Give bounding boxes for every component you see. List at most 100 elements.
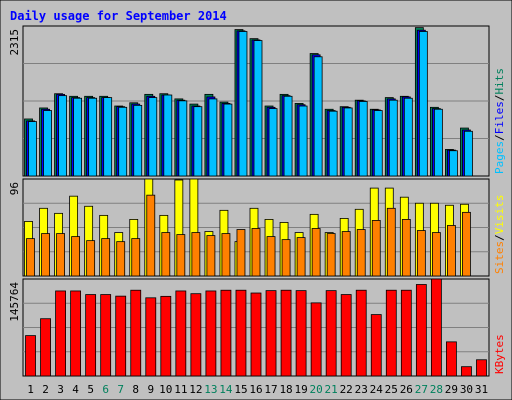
day-label: 15 bbox=[234, 383, 247, 396]
bar-kbytes bbox=[280, 289, 292, 377]
bar-kbytes bbox=[175, 290, 187, 377]
day-label: 19 bbox=[294, 383, 307, 396]
legend-entry: / bbox=[493, 134, 506, 141]
bar-pages bbox=[418, 31, 428, 177]
bar-sites bbox=[431, 232, 441, 277]
y-max-label-visitors: 96 bbox=[8, 182, 21, 195]
bar-pages bbox=[464, 130, 473, 177]
bar-pages bbox=[103, 97, 113, 177]
bar-sites bbox=[401, 219, 411, 277]
legend-entry: Hits bbox=[493, 68, 506, 95]
bar-kbytes bbox=[145, 297, 157, 377]
day-label: 23 bbox=[355, 383, 368, 396]
day-label: 16 bbox=[249, 383, 262, 396]
bar-pages bbox=[433, 108, 443, 177]
bar-sites bbox=[161, 232, 171, 277]
day-label: 25 bbox=[385, 383, 398, 396]
bar-kbytes bbox=[461, 366, 472, 377]
legend-entry: / bbox=[493, 234, 506, 241]
bar-sites bbox=[176, 234, 186, 277]
bar-sites bbox=[26, 238, 35, 277]
bar-sites bbox=[416, 230, 426, 277]
day-axis: 1 2 3 4 5 6 7 8 9 10 11 12 13 14 15 16 17 18 19 20 21 22 23 24 2… bbox=[27, 383, 488, 396]
day-label: 21 bbox=[325, 383, 338, 396]
bar-kbytes bbox=[205, 290, 217, 377]
day-label: 24 bbox=[370, 383, 384, 396]
bar-sites bbox=[71, 236, 81, 277]
bar-pages bbox=[253, 40, 263, 177]
bar-pages bbox=[73, 97, 83, 177]
legend-entry: Sites bbox=[493, 241, 506, 274]
bar-pages bbox=[328, 110, 338, 177]
bar-sites bbox=[101, 238, 111, 277]
legend-entry: KBytes bbox=[493, 334, 506, 374]
bar-pages bbox=[283, 95, 293, 177]
bar-sites bbox=[326, 233, 336, 277]
day-label: 5 bbox=[87, 383, 94, 396]
legend-entry: Visits bbox=[493, 195, 506, 235]
bar-sites bbox=[41, 233, 50, 277]
day-label: 13 bbox=[204, 383, 217, 396]
bar-kbytes bbox=[220, 289, 232, 377]
bar-pages bbox=[163, 94, 173, 177]
day-label: 28 bbox=[430, 383, 443, 396]
bar-sites bbox=[191, 232, 201, 277]
bar-pages bbox=[298, 105, 308, 177]
bar-kbytes bbox=[340, 294, 352, 377]
legend-requests: Pages/Files/Hits bbox=[493, 68, 506, 174]
day-label: 6 bbox=[102, 383, 109, 396]
bar-pages bbox=[373, 110, 383, 177]
day-label: 4 bbox=[72, 383, 79, 396]
day-label: 11 bbox=[174, 383, 187, 396]
bar-pages bbox=[88, 97, 98, 177]
bar-pages bbox=[358, 101, 368, 177]
bar-sites bbox=[462, 211, 471, 277]
bar-kbytes bbox=[265, 290, 277, 377]
bar-kbytes bbox=[25, 335, 36, 377]
bar-kbytes bbox=[446, 341, 457, 377]
y-max-label-transfer: 145764 bbox=[8, 282, 21, 322]
panel-transfer: 145764 KBytes bbox=[8, 278, 506, 377]
bar-sites bbox=[386, 207, 396, 277]
day-label: 8 bbox=[132, 383, 139, 396]
day-label: 22 bbox=[340, 383, 353, 396]
bar-kbytes bbox=[310, 302, 322, 377]
bar-sites bbox=[221, 233, 231, 277]
bar-pages bbox=[388, 99, 398, 177]
bar-kbytes bbox=[85, 294, 97, 377]
bar-kbytes bbox=[325, 290, 337, 377]
bar-kbytes bbox=[115, 295, 127, 377]
bar-kbytes bbox=[385, 289, 397, 377]
bar-sites bbox=[447, 225, 456, 277]
bar-sites bbox=[56, 233, 65, 277]
bar-pages bbox=[118, 106, 128, 177]
bar-pages bbox=[193, 106, 203, 177]
bar-sites bbox=[131, 238, 141, 277]
bar-kbytes bbox=[70, 290, 82, 377]
day-label: 27 bbox=[415, 383, 428, 396]
bar-kbytes bbox=[430, 278, 442, 377]
bar-sites bbox=[116, 241, 126, 277]
day-label: 14 bbox=[219, 383, 233, 396]
legend-visitors: Sites/Visits bbox=[493, 195, 506, 275]
bar-sites bbox=[146, 194, 156, 277]
bar-sites bbox=[236, 229, 246, 277]
bar-pages bbox=[223, 103, 233, 177]
legend-entry: Pages bbox=[493, 141, 506, 174]
bar-sites bbox=[311, 228, 321, 277]
day-label: 20 bbox=[310, 383, 323, 396]
day-label: 12 bbox=[189, 383, 202, 396]
bar-pages bbox=[449, 150, 458, 177]
bar-kbytes bbox=[55, 290, 66, 377]
bar-sites bbox=[371, 220, 381, 277]
bar-kbytes bbox=[100, 294, 112, 377]
y-max-label-requests: 2315 bbox=[8, 29, 21, 56]
legend-transfer: KBytes bbox=[493, 334, 506, 374]
bar-kbytes bbox=[355, 289, 367, 377]
bar-pages bbox=[133, 104, 143, 177]
bar-sites bbox=[206, 235, 216, 277]
bar-pages bbox=[208, 98, 218, 177]
